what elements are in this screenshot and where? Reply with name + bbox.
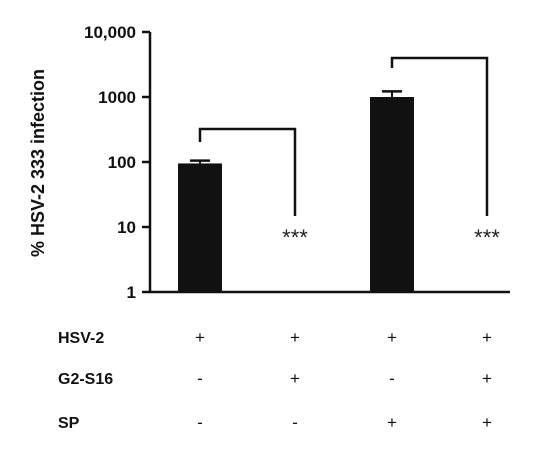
plus-sign: + (195, 328, 205, 347)
minus-sign: - (292, 413, 298, 432)
y-tick-label: 10,000 (84, 23, 136, 42)
significance-stars: *** (474, 225, 500, 250)
minus-sign: - (197, 413, 203, 432)
bars (178, 90, 414, 292)
y-tick-label: 100 (108, 153, 136, 172)
y-axis: 1 10 100 1000 10,000 (84, 23, 510, 302)
y-axis-label: % HSV-2 333 infection (28, 69, 48, 257)
plus-sign: + (290, 369, 300, 388)
condition-row-label: SP (58, 415, 80, 432)
plus-sign: + (482, 369, 492, 388)
comparison-bracket (198, 127, 297, 216)
plus-sign: + (482, 413, 492, 432)
bar (370, 97, 414, 292)
condition-row-label: G2-S16 (58, 371, 113, 388)
plus-sign: + (482, 328, 492, 347)
minus-sign: - (197, 369, 203, 388)
plus-sign: + (387, 328, 397, 347)
plus-sign: + (290, 328, 300, 347)
minus-sign: - (389, 369, 395, 388)
significance-stars: *** (282, 225, 308, 250)
significance-brackets: *** *** (198, 56, 500, 250)
y-tick-label: 1000 (98, 88, 136, 107)
y-tick-label: 1 (127, 283, 136, 302)
comparison-bracket (390, 56, 489, 216)
bar (178, 163, 222, 292)
condition-table: HSV-2 + + + + G2-S16 - + - + SP - - + + (58, 328, 492, 432)
plus-sign: + (387, 413, 397, 432)
y-tick-label: 10 (117, 218, 136, 237)
condition-row-label: HSV-2 (58, 330, 104, 347)
